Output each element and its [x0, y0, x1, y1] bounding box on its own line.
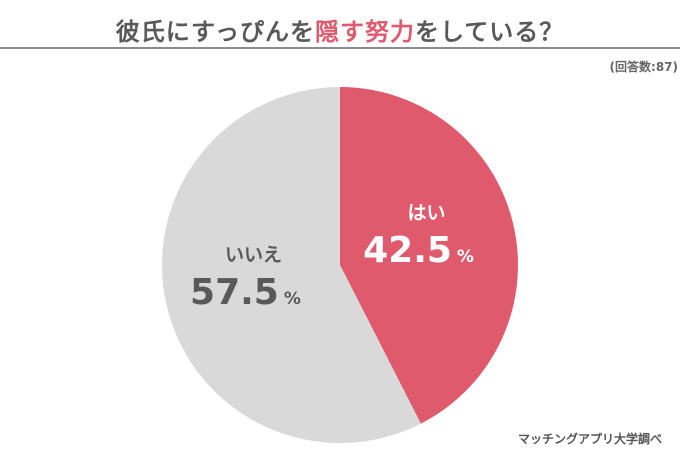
source-note: マッチングアプリ大学調べ	[517, 432, 662, 446]
pie-slice-0	[340, 87, 518, 424]
title-divider	[0, 47, 680, 49]
title-text-end: をしている？	[415, 18, 565, 46]
slice-label: いいえ	[225, 244, 282, 266]
slice-unit: %	[457, 247, 474, 267]
pie-slice-1	[162, 87, 421, 444]
title-highlight: 隠す努力	[315, 18, 415, 46]
slice-label: はい	[408, 202, 446, 224]
respondent-count: (回答数:87)	[609, 60, 678, 74]
slice-unit: %	[284, 289, 301, 309]
title-text: 彼氏にすっぴんを	[115, 18, 315, 46]
chart-title: 彼氏にすっぴんを隠す努力をしている？	[0, 12, 680, 47]
